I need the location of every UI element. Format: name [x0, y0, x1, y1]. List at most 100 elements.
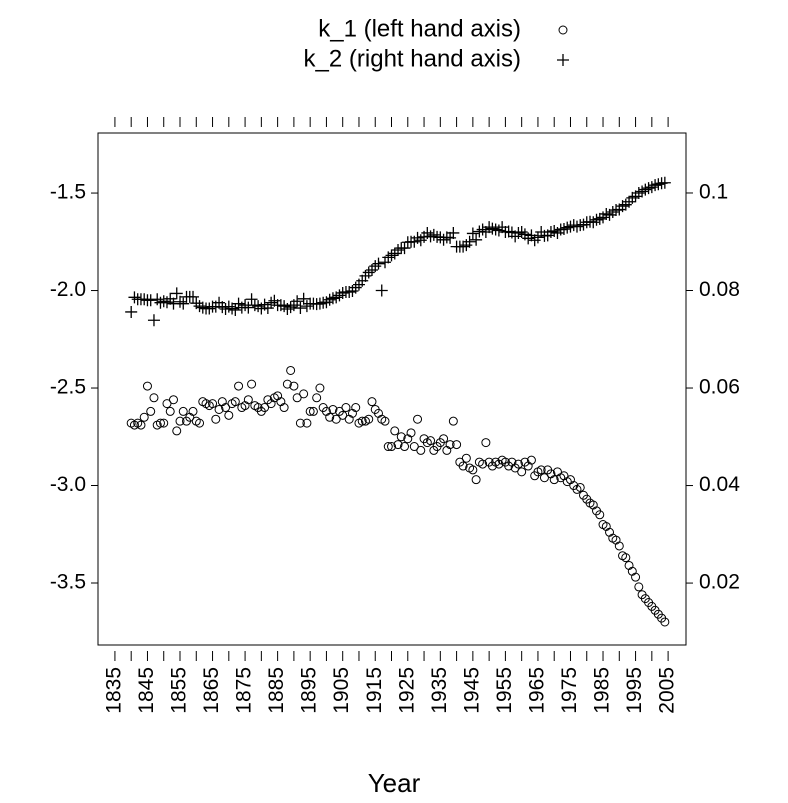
- point: [149, 393, 159, 403]
- x-tick-label: 1965: [525, 667, 548, 714]
- point: [416, 445, 426, 455]
- point: [174, 295, 187, 308]
- point: [295, 418, 305, 428]
- point: [466, 227, 479, 240]
- y-tick-label: -2.5: [50, 376, 86, 399]
- point: [489, 223, 502, 236]
- point: [590, 213, 603, 226]
- x-tick-label: 1985: [591, 667, 614, 714]
- point: [570, 220, 583, 233]
- point: [528, 234, 541, 247]
- point: [606, 205, 619, 218]
- point: [636, 185, 649, 198]
- point: [380, 416, 390, 426]
- point: [526, 455, 536, 465]
- point: [312, 393, 322, 403]
- point: [619, 198, 632, 211]
- point: [146, 406, 156, 416]
- point: [203, 302, 216, 315]
- point: [470, 233, 483, 246]
- point: [222, 300, 235, 313]
- point: [282, 379, 292, 389]
- point: [247, 379, 257, 389]
- point: [261, 302, 274, 315]
- point: [486, 222, 499, 235]
- point: [323, 293, 336, 306]
- point: [393, 440, 403, 450]
- point: [265, 296, 278, 309]
- point: [289, 381, 299, 391]
- point: [639, 183, 652, 196]
- point: [170, 287, 183, 300]
- x-tick-label: 1945: [460, 667, 483, 714]
- point: [517, 467, 527, 477]
- point: [444, 231, 457, 244]
- point: [426, 436, 436, 446]
- point: [613, 203, 626, 216]
- point: [299, 389, 309, 399]
- plot-frame: [97, 132, 687, 646]
- point: [252, 300, 265, 313]
- point: [187, 290, 200, 303]
- point: [147, 314, 160, 327]
- point: [315, 383, 325, 393]
- point: [548, 225, 561, 238]
- point: [157, 295, 170, 308]
- point: [142, 381, 152, 391]
- point: [260, 403, 270, 413]
- y2-tick-label: 0.06: [699, 376, 740, 399]
- point: [652, 178, 665, 191]
- point: [445, 440, 455, 450]
- point: [188, 406, 198, 416]
- point: [356, 274, 369, 287]
- point: [398, 242, 411, 255]
- point: [525, 229, 538, 242]
- point: [333, 289, 346, 302]
- point: [229, 304, 242, 317]
- point: [479, 225, 492, 238]
- point: [286, 365, 296, 375]
- x-tick-label: 1835: [102, 667, 125, 714]
- x-tick-label: 2005: [656, 667, 679, 714]
- point: [483, 221, 496, 234]
- point: [549, 475, 559, 485]
- y-tick-label: -3.5: [50, 571, 86, 594]
- point: [411, 231, 424, 244]
- point: [226, 302, 239, 315]
- point: [369, 260, 382, 273]
- point: [379, 256, 392, 269]
- x-tick-label: 1905: [330, 667, 353, 714]
- point: [413, 414, 423, 424]
- point: [367, 397, 377, 407]
- point: [632, 186, 645, 199]
- point: [160, 296, 173, 309]
- point: [409, 442, 419, 452]
- point: [193, 300, 206, 313]
- point: [496, 221, 509, 234]
- point: [364, 414, 374, 424]
- point: [460, 239, 473, 252]
- x-tick-label: 1925: [395, 667, 418, 714]
- point: [463, 235, 476, 248]
- point: [515, 225, 528, 238]
- point: [593, 212, 606, 225]
- point: [294, 302, 307, 315]
- point: [320, 296, 333, 309]
- point: [274, 299, 287, 312]
- point: [561, 221, 574, 234]
- point: [471, 475, 481, 485]
- point: [658, 176, 671, 189]
- legend-label: k_1 (left hand axis): [318, 15, 521, 42]
- point: [616, 200, 629, 213]
- point: [346, 284, 359, 297]
- point: [162, 399, 172, 409]
- point: [343, 285, 356, 298]
- point: [245, 293, 258, 306]
- x-tick-label: 1895: [298, 667, 321, 714]
- point: [278, 300, 291, 313]
- point: [214, 404, 224, 414]
- x-tick-label: 1855: [168, 667, 191, 714]
- point: [196, 301, 209, 314]
- point: [362, 266, 375, 279]
- point: [357, 416, 367, 426]
